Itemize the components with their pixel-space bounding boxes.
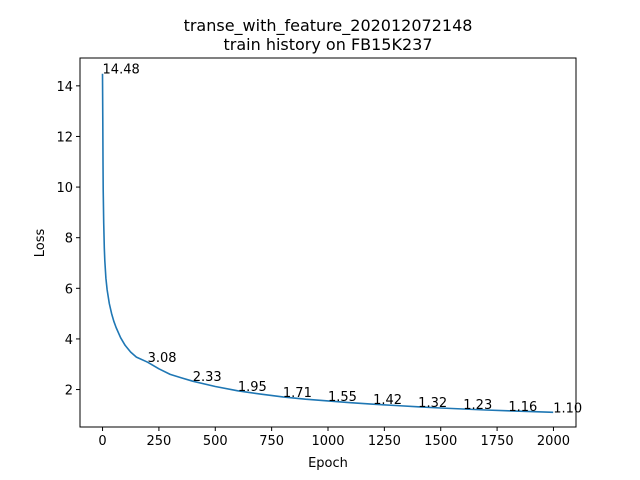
axis-ticks: 0 250 500 750 1000 1250 1500 1750 2000 2 4 6 8 10 12 14 bbox=[56, 80, 570, 449]
x-tick-label: 250 bbox=[146, 434, 171, 449]
x-tick-label: 1000 bbox=[311, 434, 344, 449]
series-layer bbox=[101, 73, 554, 414]
plot-frame bbox=[79, 57, 577, 428]
loss-annotation: 14.48 bbox=[103, 63, 140, 78]
loss-annotation: 1.42 bbox=[373, 393, 402, 408]
loss-annotation: 1.10 bbox=[553, 401, 582, 416]
loss-line bbox=[101, 73, 554, 414]
y-tick-label: 10 bbox=[56, 181, 73, 196]
x-tick-label: 1750 bbox=[481, 434, 514, 449]
loss-annotation: 1.71 bbox=[283, 386, 312, 401]
loss-annotation: 1.32 bbox=[418, 396, 447, 411]
y-axis-label: Loss bbox=[33, 229, 48, 258]
loss-annotation: 3.08 bbox=[148, 351, 177, 366]
x-tick-label: 0 bbox=[98, 434, 106, 449]
x-tick-label: 750 bbox=[259, 434, 284, 449]
y-tick-label: 8 bbox=[65, 232, 73, 247]
y-tick-label: 4 bbox=[65, 333, 73, 348]
y-tick-label: 14 bbox=[56, 80, 73, 95]
y-tick-label: 6 bbox=[65, 282, 73, 297]
x-tick-label: 1500 bbox=[424, 434, 457, 449]
loss-annotation: 1.16 bbox=[508, 400, 537, 415]
loss-annotation: 1.23 bbox=[463, 398, 492, 413]
chart-title: transe_with_feature_202012072148 bbox=[184, 16, 473, 36]
x-tick-label: 2000 bbox=[537, 434, 570, 449]
x-tick-label: 500 bbox=[203, 434, 228, 449]
loss-annotation: 1.55 bbox=[328, 390, 357, 405]
chart-subtitle: train history on FB15K237 bbox=[223, 35, 432, 54]
annotations: 14.48 3.08 2.33 1.95 1.71 1.55 1.42 1.32 1.23 1.1… bbox=[103, 63, 583, 417]
y-tick-label: 2 bbox=[65, 384, 73, 399]
x-tick-label: 1250 bbox=[368, 434, 401, 449]
y-tick-label: 12 bbox=[56, 130, 73, 145]
loss-annotation: 2.33 bbox=[193, 370, 222, 385]
loss-annotation: 1.95 bbox=[238, 380, 267, 395]
plot-area bbox=[80, 58, 576, 427]
x-axis-label: Epoch bbox=[308, 456, 348, 471]
